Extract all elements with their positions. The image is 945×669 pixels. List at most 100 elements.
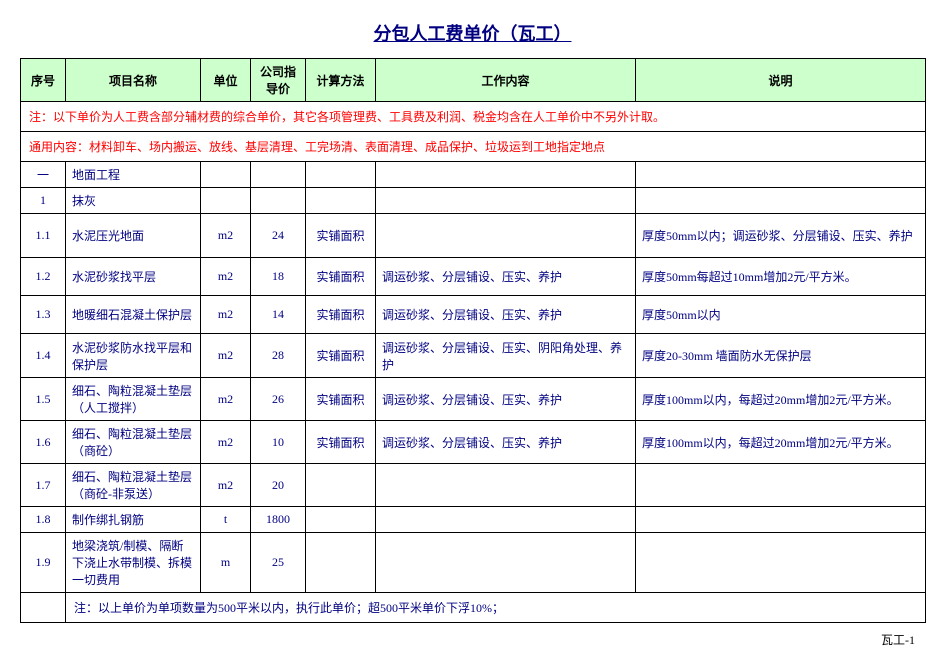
cell-desc: 厚度50mm以内；调运砂浆、分层铺设、压实、养护 — [636, 214, 926, 258]
cell-desc: 厚度100mm以内，每超过20mm增加2元/平方米。 — [636, 378, 926, 421]
cell-desc: 厚度50mm每超过10mm增加2元/平方米。 — [636, 258, 926, 296]
cell-name: 细石、陶粒混凝土垫层（商砼-非泵送） — [66, 464, 201, 507]
cell-desc — [636, 533, 926, 593]
cell-unit: t — [201, 507, 251, 533]
note-text-2: 通用内容：材料卸车、场内搬运、放线、基层清理、工完场清、表面清理、成品保护、垃圾… — [21, 132, 926, 162]
table-row: 1.2 水泥砂浆找平层 m2 18 实铺面积 调运砂浆、分层铺设、压实、养护 厚… — [21, 258, 926, 296]
cell-name: 地暖细石混凝土保护层 — [66, 296, 201, 334]
cell-name: 水泥压光地面 — [66, 214, 201, 258]
cell-desc — [636, 464, 926, 507]
cell-unit: m — [201, 533, 251, 593]
cell-unit: m2 — [201, 334, 251, 378]
cell-empty — [21, 593, 66, 623]
cell-empty — [201, 162, 251, 188]
table-row: 1.3 地暖细石混凝土保护层 m2 14 实铺面积 调运砂浆、分层铺设、压实、养… — [21, 296, 926, 334]
note-row-2: 通用内容：材料卸车、场内搬运、放线、基层清理、工完场清、表面清理、成品保护、垃圾… — [21, 132, 926, 162]
cell-name: 细石、陶粒混凝土垫层（人工搅拌） — [66, 378, 201, 421]
cell-empty — [376, 162, 636, 188]
cell-work — [376, 214, 636, 258]
cell-desc: 厚度100mm以内，每超过20mm增加2元/平方米。 — [636, 421, 926, 464]
cell-seq: 1.7 — [21, 464, 66, 507]
cell-price: 1800 — [251, 507, 306, 533]
cell-work: 调运砂浆、分层铺设、压实、养护 — [376, 421, 636, 464]
cell-name: 制作绑扎钢筋 — [66, 507, 201, 533]
cell-empty — [306, 188, 376, 214]
cell-name: 地梁浇筑/制模、隔断下浇止水带制模、拆模一切费用 — [66, 533, 201, 593]
sub-name: 抹灰 — [66, 188, 201, 214]
cell-seq: 1.9 — [21, 533, 66, 593]
cell-seq: 1.1 — [21, 214, 66, 258]
table-row: 1.5 细石、陶粒混凝土垫层（人工搅拌） m2 26 实铺面积 调运砂浆、分层铺… — [21, 378, 926, 421]
cell-work: 调运砂浆、分层铺设、压实、阴阳角处理、养护 — [376, 334, 636, 378]
cell-desc: 厚度20-30mm 墙面防水无保护层 — [636, 334, 926, 378]
cell-price: 20 — [251, 464, 306, 507]
cell-method: 实铺面积 — [306, 296, 376, 334]
cell-seq: 1.2 — [21, 258, 66, 296]
cell-seq: 1.4 — [21, 334, 66, 378]
table-row: 1.4 水泥砂浆防水找平层和保护层 m2 28 实铺面积 调运砂浆、分层铺设、压… — [21, 334, 926, 378]
cell-empty — [306, 162, 376, 188]
cell-work: 调运砂浆、分层铺设、压实、养护 — [376, 258, 636, 296]
cell-method — [306, 533, 376, 593]
bottom-note-row: 注：以上单价为单项数量为500平米以内，执行此单价；超500平米单价下浮10%； — [21, 593, 926, 623]
cell-price: 18 — [251, 258, 306, 296]
table-row: 1.9 地梁浇筑/制模、隔断下浇止水带制模、拆模一切费用 m 25 — [21, 533, 926, 593]
cell-price: 25 — [251, 533, 306, 593]
table-header-row: 序号 项目名称 单位 公司指导价 计算方法 工作内容 说明 — [21, 59, 926, 102]
header-method: 计算方法 — [306, 59, 376, 102]
cell-unit: m2 — [201, 214, 251, 258]
cell-method: 实铺面积 — [306, 214, 376, 258]
cell-empty — [251, 188, 306, 214]
cell-seq: 1.5 — [21, 378, 66, 421]
cell-price: 14 — [251, 296, 306, 334]
cell-method: 实铺面积 — [306, 258, 376, 296]
cell-unit: m2 — [201, 378, 251, 421]
bottom-note-text: 注：以上单价为单项数量为500平米以内，执行此单价；超500平米单价下浮10%； — [66, 593, 926, 623]
cell-empty — [201, 188, 251, 214]
section-seq: 一 — [21, 162, 66, 188]
sub-seq: 1 — [21, 188, 66, 214]
header-desc: 说明 — [636, 59, 926, 102]
cell-unit: m2 — [201, 258, 251, 296]
section-name: 地面工程 — [66, 162, 201, 188]
header-unit: 单位 — [201, 59, 251, 102]
page-title: 分包人工费单价（瓦工） — [20, 20, 925, 46]
cell-empty — [636, 188, 926, 214]
section-row-1: 一 地面工程 — [21, 162, 926, 188]
cell-work — [376, 533, 636, 593]
cell-unit: m2 — [201, 464, 251, 507]
cell-work — [376, 507, 636, 533]
cell-seq: 1.3 — [21, 296, 66, 334]
cell-price: 26 — [251, 378, 306, 421]
cell-method — [306, 507, 376, 533]
cell-unit: m2 — [201, 296, 251, 334]
cell-empty — [251, 162, 306, 188]
cell-price: 24 — [251, 214, 306, 258]
table-row: 1.7 细石、陶粒混凝土垫层（商砼-非泵送） m2 20 — [21, 464, 926, 507]
note-text-1: 注：以下单价为人工费含部分辅材费的综合单价，其它各项管理费、工具费及利润、税金均… — [21, 102, 926, 132]
cell-method: 实铺面积 — [306, 378, 376, 421]
header-seq: 序号 — [21, 59, 66, 102]
cell-method — [306, 464, 376, 507]
header-name: 项目名称 — [66, 59, 201, 102]
sub-row-1: 1 抹灰 — [21, 188, 926, 214]
table-row: 1.8 制作绑扎钢筋 t 1800 — [21, 507, 926, 533]
cell-method: 实铺面积 — [306, 421, 376, 464]
cell-unit: m2 — [201, 421, 251, 464]
price-table: 序号 项目名称 单位 公司指导价 计算方法 工作内容 说明 注：以下单价为人工费… — [20, 58, 926, 623]
cell-work: 调运砂浆、分层铺设、压实、养护 — [376, 296, 636, 334]
cell-empty — [376, 188, 636, 214]
cell-work: 调运砂浆、分层铺设、压实、养护 — [376, 378, 636, 421]
cell-name: 细石、陶粒混凝土垫层（商砼） — [66, 421, 201, 464]
cell-price: 10 — [251, 421, 306, 464]
cell-seq: 1.6 — [21, 421, 66, 464]
cell-desc: 厚度50mm以内 — [636, 296, 926, 334]
header-work: 工作内容 — [376, 59, 636, 102]
cell-method: 实铺面积 — [306, 334, 376, 378]
cell-name: 水泥砂浆找平层 — [66, 258, 201, 296]
cell-empty — [636, 162, 926, 188]
cell-price: 28 — [251, 334, 306, 378]
cell-seq: 1.8 — [21, 507, 66, 533]
page-number: 瓦工-1 — [20, 631, 925, 648]
cell-desc — [636, 507, 926, 533]
